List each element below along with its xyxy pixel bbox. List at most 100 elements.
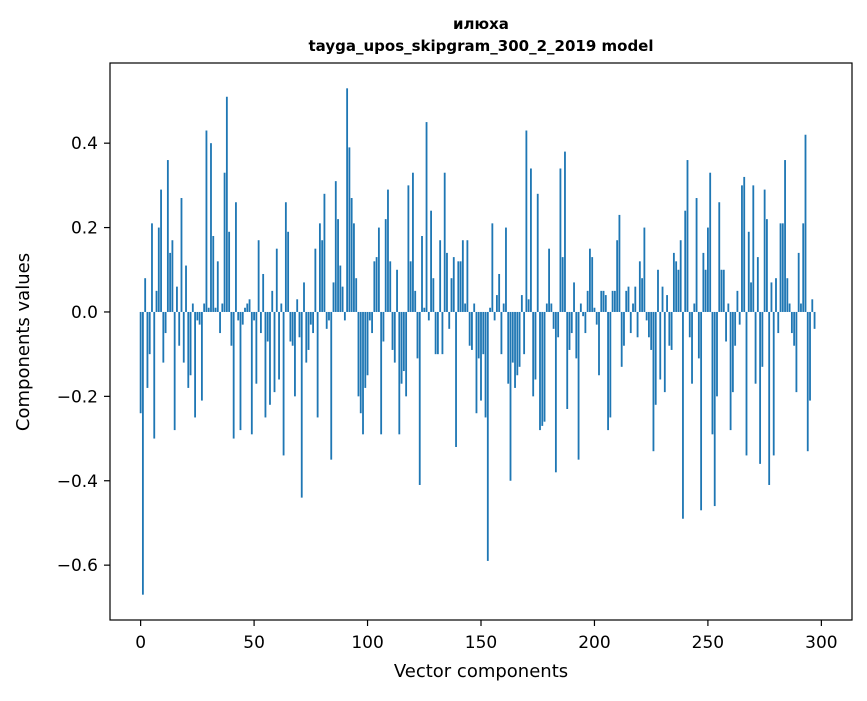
bar	[307, 311, 310, 350]
bar	[219, 311, 221, 334]
bar	[146, 311, 149, 388]
bar	[704, 269, 707, 312]
bar	[223, 172, 226, 312]
bar	[811, 299, 814, 312]
bar	[779, 223, 782, 312]
bar	[446, 252, 448, 312]
bar	[768, 311, 771, 485]
bar	[271, 290, 274, 312]
bar	[359, 311, 362, 414]
x-tick-label: 150	[465, 633, 497, 653]
bar	[157, 227, 160, 312]
bar	[337, 219, 339, 312]
bar	[629, 311, 632, 334]
bar	[573, 282, 575, 312]
bar	[809, 311, 811, 401]
bar	[498, 273, 501, 312]
bar	[539, 311, 541, 431]
bar	[586, 290, 589, 312]
bar	[486, 311, 489, 561]
bar	[228, 231, 231, 312]
bar	[141, 311, 144, 595]
bar	[203, 303, 206, 312]
bar	[303, 282, 305, 312]
bar	[316, 311, 319, 418]
bar	[339, 265, 342, 312]
bar	[584, 311, 587, 334]
bar	[491, 223, 494, 312]
bar	[341, 286, 344, 312]
bar	[520, 295, 523, 312]
x-tick-label: 0	[135, 633, 146, 653]
bar	[786, 278, 789, 312]
bar	[541, 311, 544, 426]
bar	[241, 311, 244, 325]
bar	[670, 311, 673, 350]
bar	[185, 265, 187, 312]
bar	[493, 311, 496, 321]
bar	[353, 223, 355, 312]
bar	[638, 261, 641, 312]
bar	[350, 198, 353, 312]
bar	[772, 311, 775, 456]
bar	[439, 240, 442, 312]
bar	[582, 311, 585, 317]
bar	[321, 240, 324, 312]
bar	[407, 185, 410, 312]
bar	[173, 311, 176, 431]
bar	[364, 311, 367, 388]
bars-group	[139, 88, 816, 595]
bar	[409, 261, 412, 312]
x-tick-label: 50	[243, 633, 265, 653]
bar	[557, 311, 560, 338]
bar	[160, 189, 162, 312]
bar	[250, 311, 253, 435]
bar	[466, 240, 469, 312]
bar	[289, 311, 292, 342]
bar	[745, 311, 748, 456]
bar	[627, 286, 630, 312]
bar	[802, 223, 805, 312]
bar	[661, 286, 664, 312]
bar	[668, 311, 671, 346]
bar	[718, 202, 721, 312]
bar	[711, 311, 714, 435]
bar	[502, 303, 505, 312]
bar	[702, 252, 705, 312]
bar	[693, 303, 696, 312]
bar	[332, 282, 335, 312]
bar	[400, 311, 403, 384]
bar	[527, 299, 530, 312]
y-tick-label: 0.0	[71, 303, 98, 323]
bar	[262, 273, 265, 312]
bar	[176, 286, 178, 312]
x-axis-label: Vector components	[394, 661, 568, 682]
bar	[579, 303, 582, 312]
bar	[731, 311, 734, 393]
bar	[423, 307, 426, 312]
bar	[443, 172, 446, 312]
bar	[235, 202, 237, 312]
bar	[752, 185, 755, 312]
bar	[457, 261, 460, 312]
bar	[602, 290, 605, 312]
x-tick-label: 100	[351, 633, 383, 653]
bar	[298, 311, 301, 338]
bar	[743, 176, 746, 312]
bar	[232, 311, 235, 439]
bar	[189, 311, 192, 376]
bar	[180, 198, 183, 312]
bar	[418, 311, 421, 485]
bar	[813, 311, 816, 329]
bar	[239, 311, 242, 431]
bar	[473, 303, 476, 312]
bar	[613, 290, 616, 312]
bar	[795, 311, 798, 393]
bar	[387, 189, 389, 312]
bar	[475, 311, 478, 414]
bar	[448, 311, 451, 329]
bar	[482, 311, 485, 355]
bar	[636, 311, 639, 338]
bar	[720, 269, 723, 312]
